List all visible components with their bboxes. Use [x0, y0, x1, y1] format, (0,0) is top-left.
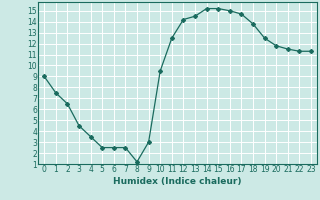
- X-axis label: Humidex (Indice chaleur): Humidex (Indice chaleur): [113, 177, 242, 186]
